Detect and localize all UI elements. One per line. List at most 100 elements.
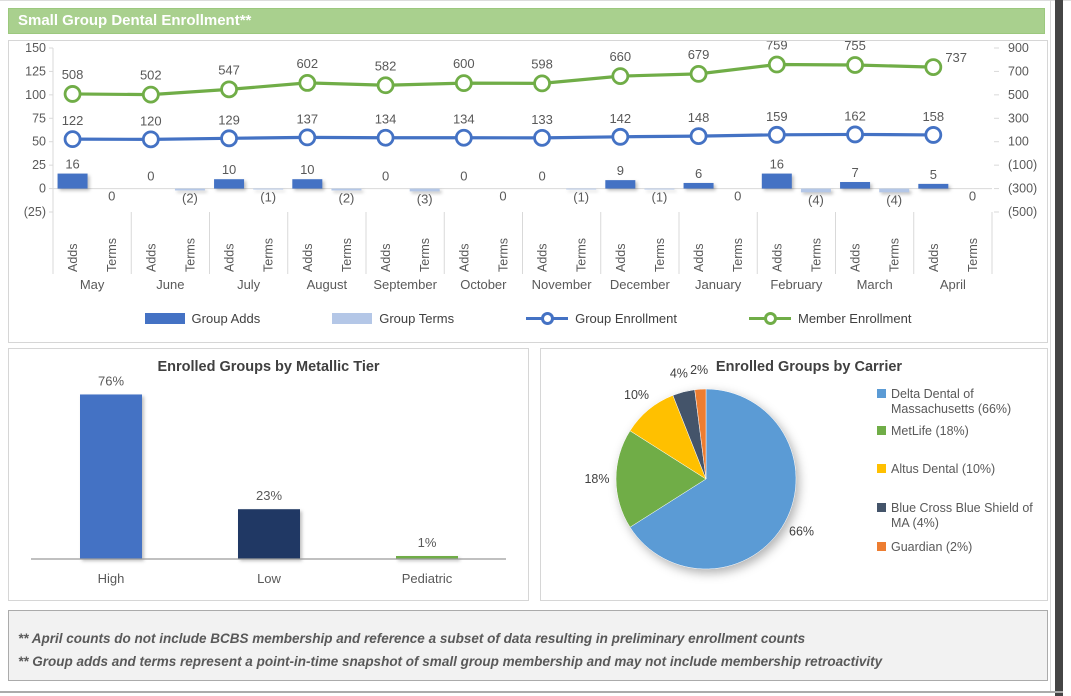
legend-label: Group Terms [379, 311, 455, 326]
svg-text:March: March [857, 277, 893, 292]
svg-text:(1): (1) [573, 190, 589, 205]
svg-text:5: 5 [930, 167, 937, 182]
legend-item-bcbs[interactable]: Blue Cross Blue Shield of MA (4%) [877, 501, 1043, 531]
footnotes-panel: ** April counts do not include BCBS memb… [8, 610, 1048, 681]
svg-text:700: 700 [1008, 64, 1029, 78]
svg-text:0: 0 [382, 169, 389, 184]
svg-text:(1): (1) [260, 190, 276, 205]
legend-item-altus-dental[interactable]: Altus Dental (10%) [877, 462, 1043, 477]
svg-text:134: 134 [453, 112, 475, 127]
svg-text:January: January [695, 277, 742, 292]
svg-text:0: 0 [147, 169, 154, 184]
legend-item-member-enrollment[interactable]: Member Enrollment [749, 311, 911, 326]
svg-text:Terms: Terms [496, 238, 510, 272]
legend-item-delta-dental[interactable]: Delta Dental of Massachusetts (66%) [877, 387, 1043, 417]
svg-text:(100): (100) [1008, 158, 1037, 172]
svg-text:November: November [532, 277, 593, 292]
svg-text:Adds: Adds [379, 244, 393, 273]
svg-text:Adds: Adds [692, 244, 706, 273]
metlife-swatch-icon [877, 426, 886, 435]
svg-text:0: 0 [969, 189, 976, 204]
metallic-tier-bar-chart[interactable]: Enrolled Groups by Metallic Tier 76% High 2… [9, 349, 528, 600]
svg-text:October: October [460, 277, 507, 292]
svg-text:0: 0 [734, 189, 741, 204]
svg-text:Terms: Terms [262, 238, 276, 272]
svg-text:162: 162 [844, 108, 866, 123]
svg-text:(2): (2) [338, 190, 354, 205]
svg-text:Terms: Terms [888, 238, 902, 272]
legend-item-group-terms[interactable]: Group Terms [332, 311, 454, 326]
svg-text:(300): (300) [1008, 182, 1037, 196]
svg-text:159: 159 [766, 109, 788, 124]
legend-label: Delta Dental of Massachusetts (66%) [891, 387, 1012, 416]
svg-text:Terms: Terms [809, 238, 823, 272]
svg-text:0: 0 [108, 189, 115, 204]
legend-label: Group Adds [191, 311, 261, 326]
svg-text:Pediatric: Pediatric [402, 571, 453, 586]
svg-text:10: 10 [222, 162, 236, 177]
legend-item-group-enrollment[interactable]: Group Enrollment [526, 311, 677, 326]
svg-text:100: 100 [1008, 135, 1029, 149]
svg-text:Terms: Terms [105, 238, 119, 272]
svg-text:900: 900 [1008, 41, 1029, 55]
svg-text:Adds: Adds [536, 244, 550, 273]
svg-text:Terms: Terms [418, 238, 432, 272]
enrollment-combo-chart[interactable]: 1501251007550250(25)900700500300100(100)… [9, 41, 1047, 303]
svg-text:1%: 1% [418, 535, 437, 550]
svg-text:2%: 2% [690, 363, 708, 377]
svg-text:Adds: Adds [457, 244, 471, 273]
footnote-adds-terms: ** Group adds and terms represent a poin… [18, 654, 883, 669]
svg-text:Adds: Adds [301, 244, 315, 273]
svg-text:150: 150 [25, 41, 46, 55]
svg-text:July: July [237, 277, 261, 292]
svg-text:134: 134 [375, 112, 397, 127]
svg-text:0: 0 [499, 189, 506, 204]
svg-text:(4): (4) [808, 192, 824, 207]
legend-item-metlife[interactable]: MetLife (18%) [877, 424, 1043, 439]
svg-text:7: 7 [851, 165, 858, 180]
svg-text:Adds: Adds [144, 244, 158, 273]
svg-text:125: 125 [25, 64, 46, 78]
svg-text:18%: 18% [584, 472, 609, 486]
svg-text:502: 502 [140, 68, 162, 83]
svg-text:September: September [373, 277, 437, 292]
svg-text:February: February [770, 277, 823, 292]
svg-text:122: 122 [62, 113, 84, 128]
svg-text:(1): (1) [651, 190, 667, 205]
svg-text:50: 50 [32, 135, 46, 149]
svg-text:66%: 66% [789, 525, 814, 539]
svg-text:508: 508 [62, 67, 84, 82]
carrier-pie-chart[interactable]: Enrolled Groups by Carrier 66% 18% 10% 4% 2% [541, 349, 1047, 600]
svg-text:(3): (3) [417, 191, 433, 206]
enrollment-trend-panel: 150 125 100 75 50 25 0 (25) 900 700 500 300 100 (100)… [8, 40, 1048, 343]
svg-text:737: 737 [945, 50, 967, 65]
svg-text:(25): (25) [24, 205, 46, 219]
svg-text:76%: 76% [98, 373, 124, 388]
metallic-tier-panel: Enrolled Groups by Metallic Tier 76% High 2… [8, 348, 529, 601]
svg-text:300: 300 [1008, 111, 1029, 125]
svg-text:120: 120 [140, 113, 162, 128]
legend-item-group-adds[interactable]: Group Adds [144, 311, 261, 326]
svg-text:Enrolled Groups by Carrier: Enrolled Groups by Carrier [716, 359, 902, 375]
svg-text:Terms: Terms [731, 238, 745, 272]
svg-text:0: 0 [538, 169, 545, 184]
window-right-edge-light [1050, 0, 1051, 692]
svg-text:100: 100 [25, 88, 46, 102]
svg-text:547: 547 [218, 62, 240, 77]
legend-item-guardian[interactable]: Guardian (2%) [877, 540, 1043, 555]
svg-text:Terms: Terms [966, 238, 980, 272]
svg-text:High: High [98, 571, 125, 586]
svg-text:April: April [940, 277, 966, 292]
svg-text:May: May [80, 277, 105, 292]
svg-text:23%: 23% [256, 488, 282, 503]
svg-text:Adds: Adds [66, 244, 80, 273]
svg-text:Adds: Adds [770, 244, 784, 273]
svg-text:9: 9 [617, 163, 624, 178]
svg-text:August: August [307, 277, 348, 292]
svg-text:600: 600 [453, 56, 475, 71]
group-adds-swatch-icon [144, 313, 185, 324]
carrier-panel: Enrolled Groups by Carrier 66% 18% 10% 4% 2% … [540, 348, 1048, 601]
group-enrollment-line-icon [526, 312, 569, 325]
svg-text:Terms: Terms [653, 238, 667, 272]
window-top-edge [0, 0, 1071, 1]
